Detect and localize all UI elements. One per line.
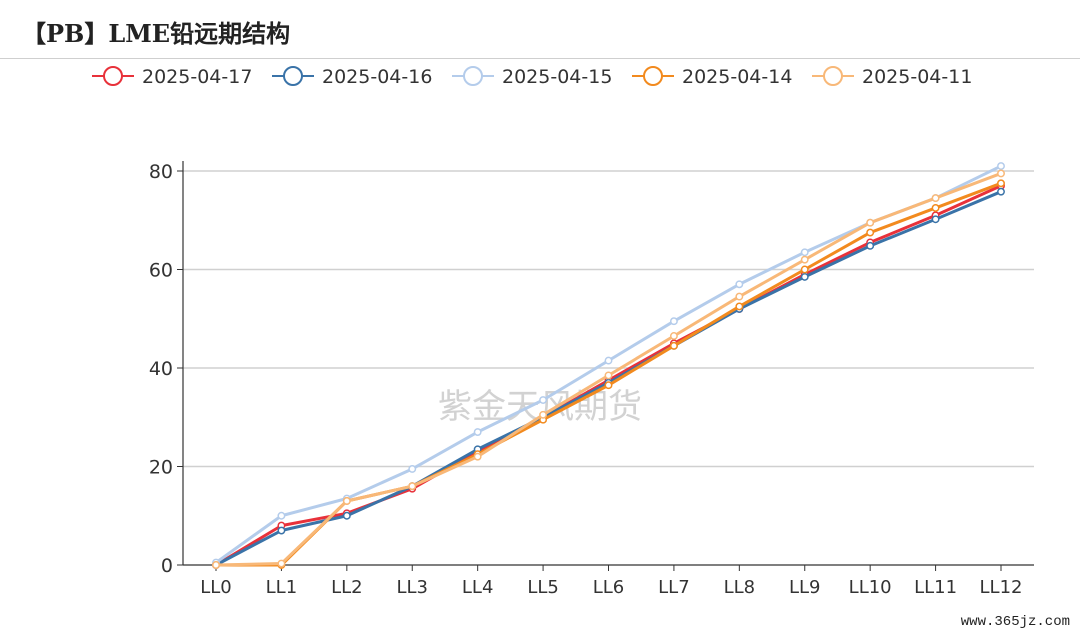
data-point — [735, 302, 744, 311]
y-tick-label: 80 — [149, 161, 173, 183]
data-point — [931, 194, 940, 203]
data-point — [408, 465, 417, 473]
legend-label: 2025-04-11 — [862, 66, 972, 88]
data-point — [277, 526, 286, 535]
data-point — [866, 241, 875, 250]
x-tick-label: LL5 — [527, 577, 559, 598]
data-point — [669, 317, 678, 326]
data-point — [539, 410, 548, 419]
data-point — [997, 187, 1005, 196]
x-tick-label: LL4 — [462, 577, 494, 598]
x-tick-label: LL3 — [396, 577, 428, 598]
data-point — [408, 482, 417, 491]
series-lines — [212, 162, 1005, 569]
data-point — [931, 215, 940, 224]
data-point — [931, 203, 940, 212]
data-point — [473, 452, 482, 461]
data-point — [669, 341, 678, 350]
y-tick-label: 40 — [149, 358, 173, 380]
x-tick-label: LL6 — [593, 577, 625, 598]
data-point — [997, 169, 1005, 178]
title-divider — [0, 58, 1080, 59]
data-point — [997, 162, 1005, 171]
data-point — [342, 497, 351, 505]
x-tick-label: LL0 — [200, 577, 232, 598]
data-point — [800, 255, 809, 264]
x-tick-label: LL8 — [724, 577, 756, 598]
legend-swatch-marker — [823, 66, 843, 86]
legend-item-2025-04-14: 2025-04-14 — [632, 66, 792, 88]
data-point — [473, 428, 482, 436]
legend-swatch-marker — [283, 66, 303, 86]
legend-item-2025-04-17: 2025-04-17 — [92, 66, 252, 88]
legend-label: 2025-04-16 — [322, 66, 432, 88]
legend-swatch-marker — [643, 66, 663, 86]
legend-swatch-marker — [103, 66, 123, 86]
data-point — [342, 511, 351, 520]
x-tick-label: LL11 — [914, 577, 957, 598]
data-point — [997, 179, 1005, 188]
legend-label: 2025-04-17 — [142, 66, 252, 88]
chart-title: 【PB】LME铅远期结构 — [22, 19, 291, 48]
data-point — [866, 228, 875, 237]
y-tick-label: 0 — [161, 555, 173, 577]
data-point — [277, 559, 286, 568]
data-point — [800, 248, 809, 257]
data-point — [604, 381, 613, 390]
x-tick-label: LL1 — [266, 577, 298, 598]
grid-lines — [183, 170, 1034, 468]
data-point — [604, 371, 613, 380]
x-tick-label: LL10 — [849, 577, 892, 598]
data-point — [735, 280, 744, 289]
data-point — [735, 292, 744, 301]
legend-label: 2025-04-14 — [682, 66, 792, 88]
legend: 2025-04-17 2025-04-16 2025-04-15 2025-04-14… — [92, 66, 972, 88]
data-point — [212, 561, 220, 569]
footer-url: www.365jz.com — [960, 614, 1070, 630]
data-point — [866, 218, 875, 227]
y-tick-label: 60 — [149, 260, 173, 282]
x-tick-label: LL2 — [331, 577, 363, 598]
series-line-2025-04-11 — [215, 172, 1002, 567]
y-tick-label: 20 — [149, 457, 173, 479]
data-point — [604, 356, 613, 365]
legend-item-2025-04-16: 2025-04-16 — [272, 66, 432, 88]
legend-label: 2025-04-15 — [502, 66, 612, 88]
data-point — [669, 332, 678, 340]
legend-swatch-marker — [463, 66, 483, 86]
x-tick-label: LL9 — [789, 577, 821, 598]
data-point — [800, 272, 809, 281]
data-point — [800, 265, 809, 274]
legend-item-2025-04-11: 2025-04-11 — [812, 66, 972, 88]
x-tick-label: LL12 — [980, 577, 1023, 598]
data-point — [539, 396, 548, 404]
data-point — [277, 511, 286, 520]
axes: 0 20 40 60 80 LL0 LL1 LL2 LL3 LL4 LL5 LL6 LL7 LL8 LL9 L… — [149, 161, 1034, 598]
legend-item-2025-04-15: 2025-04-15 — [452, 66, 612, 88]
x-tick-label: LL7 — [658, 577, 690, 598]
